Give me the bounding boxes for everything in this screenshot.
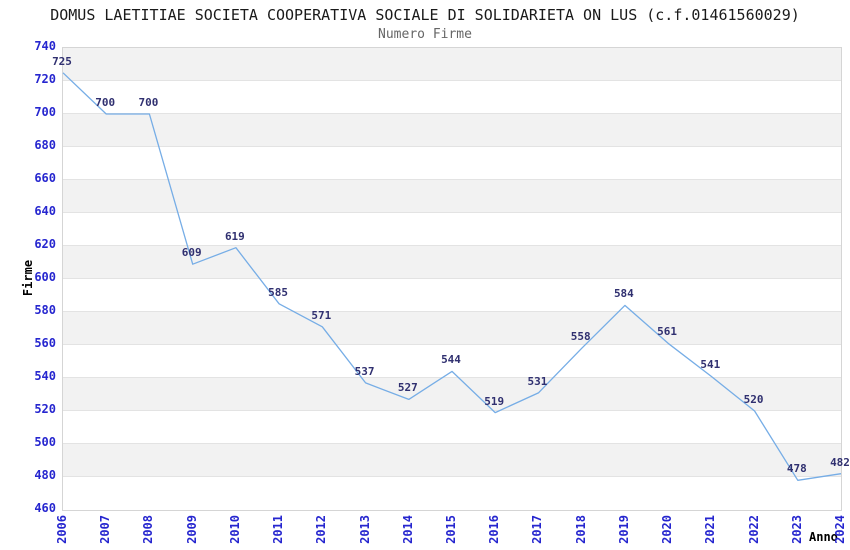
x-tick-label: 2008	[141, 515, 156, 544]
data-point-label: 585	[268, 285, 289, 299]
y-tick-label: 640	[34, 204, 56, 218]
x-tick-label: 2016	[487, 515, 502, 544]
x-tick-label: 2024	[833, 515, 847, 544]
x-tick-label: 2022	[746, 515, 761, 544]
x-tick-label: 2015	[444, 515, 458, 544]
y-tick-label: 580	[34, 303, 56, 317]
data-point-label: 544	[441, 353, 461, 367]
data-point-label: 584	[613, 287, 634, 301]
x-tick-label: 2020	[660, 515, 675, 544]
x-tick-label: 2007	[98, 515, 113, 544]
grid-band	[63, 180, 841, 213]
x-tick-label: 2009	[184, 515, 199, 544]
grid-band	[63, 444, 841, 477]
data-point-label: 520	[743, 393, 764, 406]
x-tick-label: 2006	[55, 515, 69, 544]
grid-band	[63, 378, 841, 411]
data-point-label: 541	[700, 358, 721, 372]
data-point-label: 619	[224, 229, 245, 243]
x-tick-label: 2011	[271, 515, 286, 544]
y-tick-label: 720	[34, 72, 56, 86]
grid-band	[63, 114, 841, 147]
data-point-label: 527	[397, 381, 418, 395]
grid-band	[63, 147, 841, 180]
x-tick-label: 2017	[530, 515, 545, 544]
data-point-label: 561	[657, 325, 678, 339]
y-tick-label: 680	[34, 138, 56, 152]
data-point-label: 478	[786, 462, 807, 476]
data-point-label: 531	[527, 374, 548, 388]
y-tick-label: 700	[34, 105, 56, 119]
plot-area	[62, 47, 842, 511]
grid-band	[63, 48, 841, 81]
chart-title: DOMUS LAETITIAE SOCIETA COOPERATIVA SOCI…	[50, 6, 800, 24]
chart-subtitle: Numero Firme	[378, 27, 472, 42]
x-tick-label: 2013	[357, 515, 372, 544]
data-point-label: 700	[95, 96, 116, 109]
y-tick-label: 540	[34, 369, 56, 383]
grid-band	[63, 411, 841, 444]
line-series	[62, 72, 842, 481]
data-point-label: 725	[52, 54, 72, 68]
y-tick-label: 620	[34, 237, 56, 251]
y-tick-label: 740	[34, 39, 56, 53]
y-tick-label: 520	[34, 402, 56, 416]
y-tick-label: 480	[34, 468, 56, 482]
grid-band	[63, 213, 841, 246]
x-tick-label: 2021	[703, 515, 718, 544]
grid-band	[63, 345, 841, 378]
grid-band	[63, 81, 841, 114]
grid-band	[63, 279, 841, 312]
y-tick-label: 460	[34, 501, 56, 515]
data-point-label: 571	[311, 308, 332, 322]
x-tick-label: 2010	[227, 515, 242, 544]
y-tick-label: 560	[34, 336, 56, 350]
data-point-label: 537	[354, 364, 375, 378]
data-point-label: 700	[138, 96, 159, 109]
y-tick-label: 660	[34, 171, 56, 185]
y-tick-label: 500	[34, 435, 56, 449]
y-tick-label: 600	[34, 270, 56, 284]
grid-band	[63, 312, 841, 345]
x-tick-label: 2019	[616, 515, 631, 544]
data-point-label: 558	[570, 330, 591, 344]
x-tick-label: 2023	[789, 515, 804, 544]
x-axis-title: Anno	[809, 530, 838, 544]
data-point-label: 609	[181, 246, 202, 260]
x-tick-label: 2018	[573, 515, 588, 544]
data-point-label: 482	[830, 455, 850, 469]
x-tick-label: 2012	[314, 515, 329, 544]
x-tick-label: 2014	[400, 515, 415, 544]
data-point-label: 519	[484, 394, 505, 408]
